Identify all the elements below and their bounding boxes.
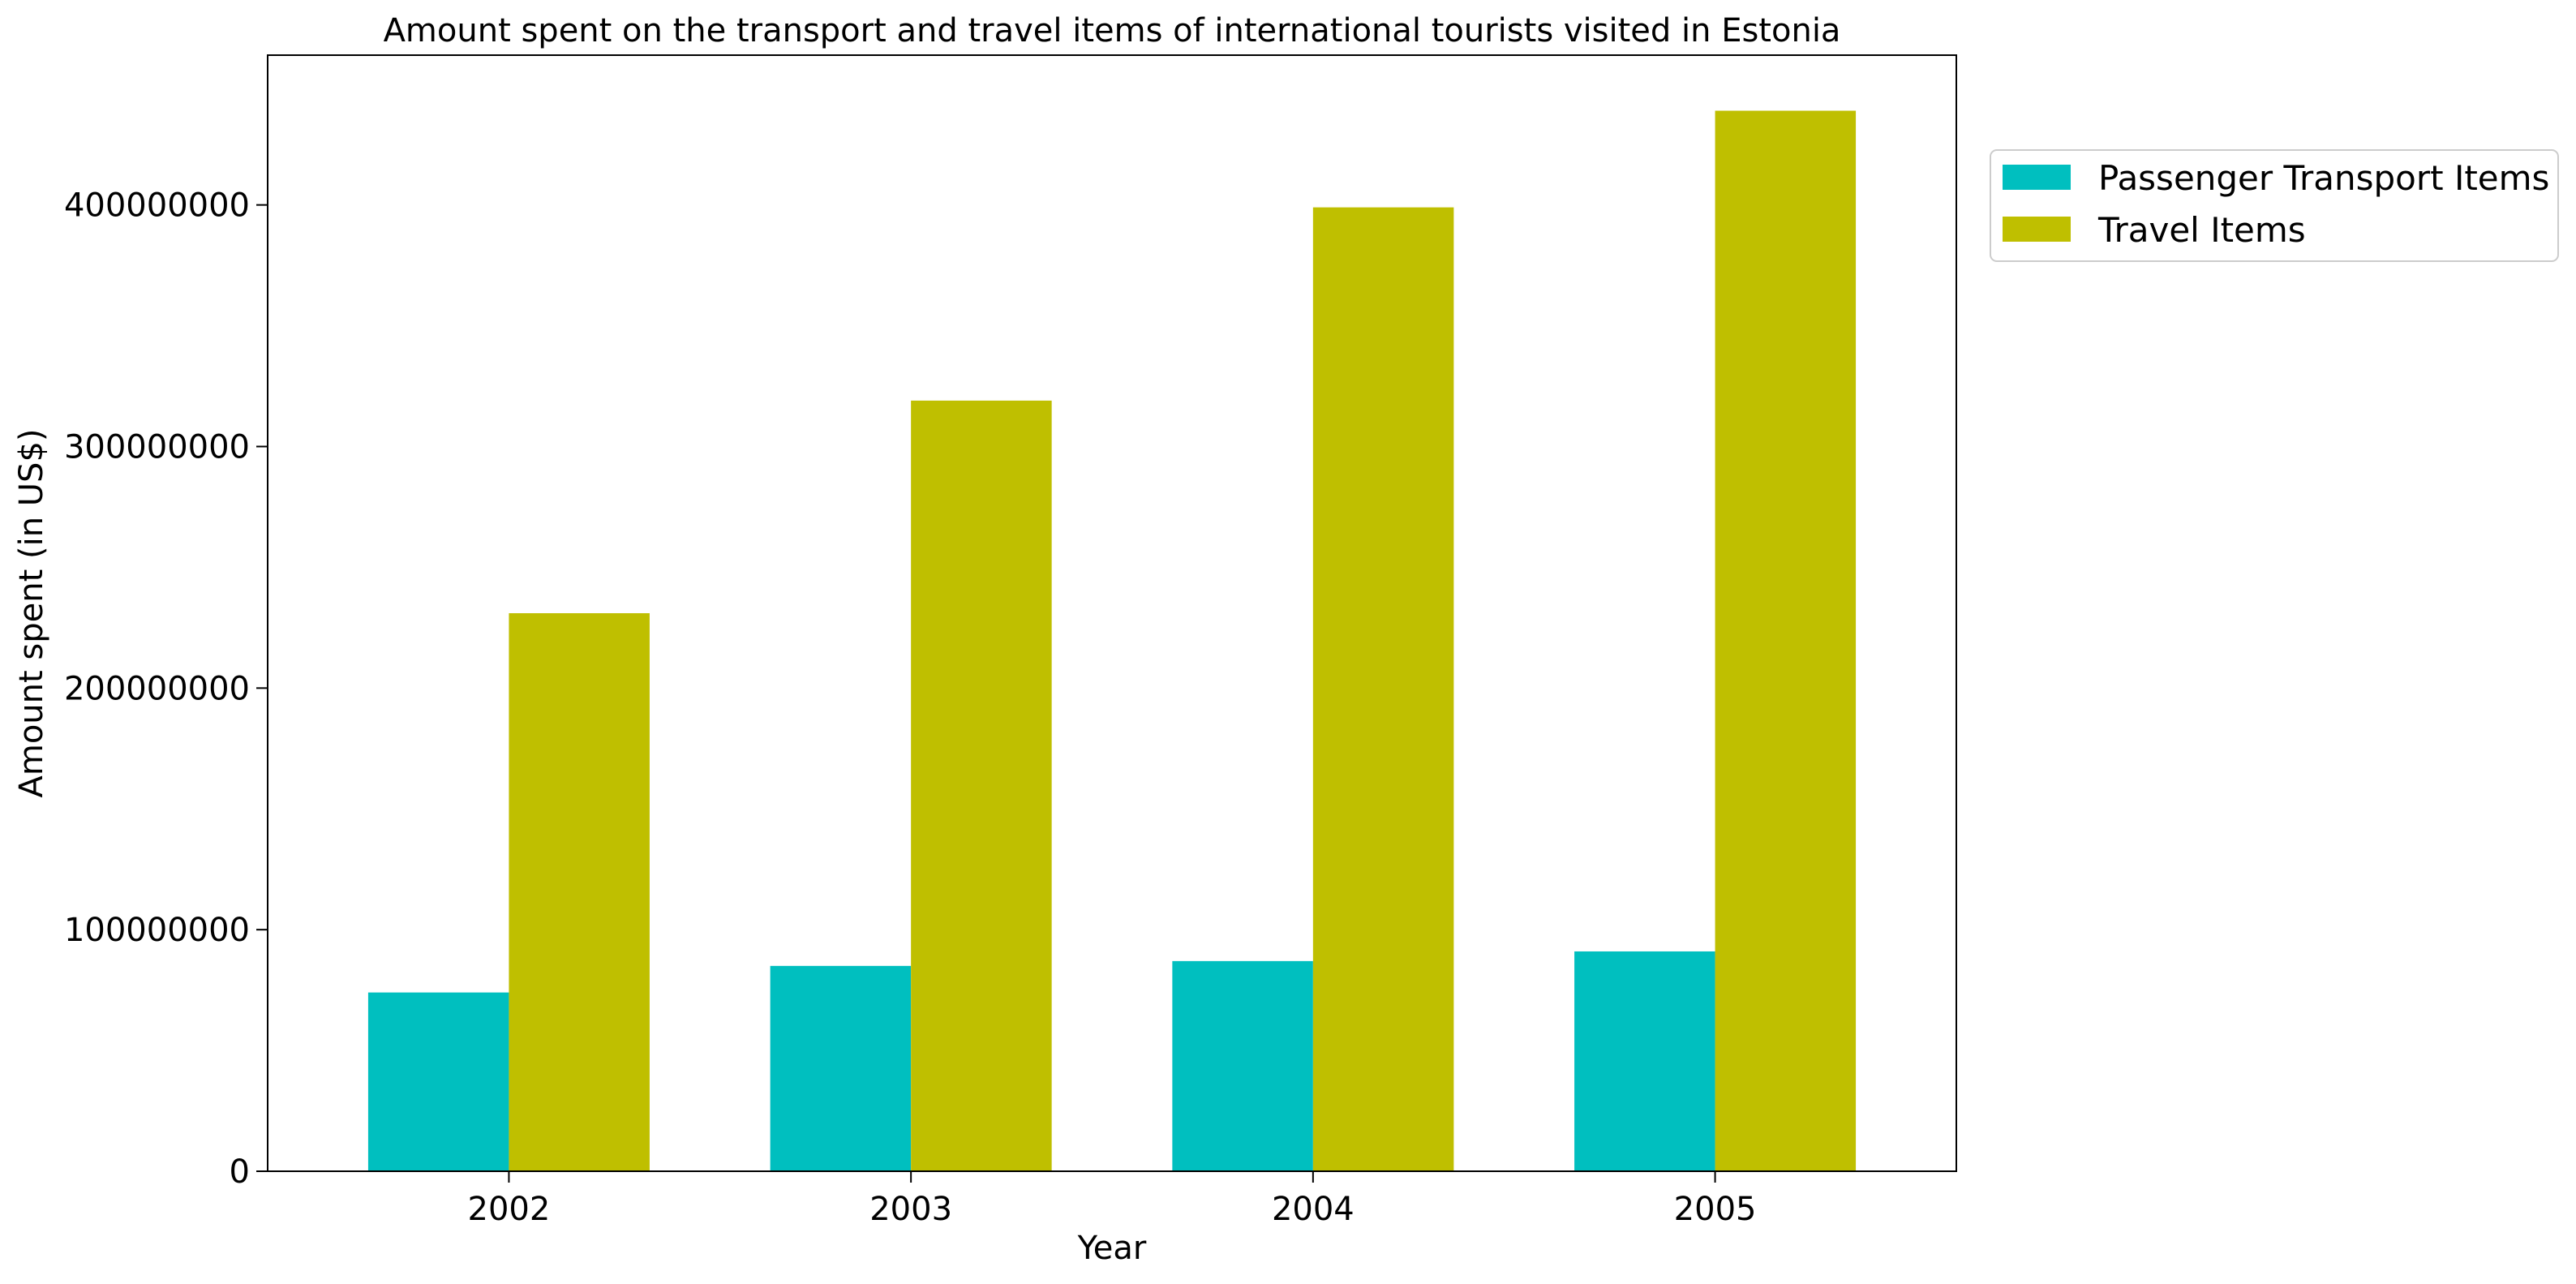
x-axis-ticks: 2002 2003 2004 2005 [468, 1171, 1757, 1228]
x-tick-label: 2005 [1674, 1191, 1757, 1228]
bar-series0-2002 [367, 992, 509, 1171]
bar-series0-2003 [770, 965, 912, 1171]
bar-series1-2003 [911, 400, 1052, 1171]
y-tick-label: 400000000 [64, 187, 250, 225]
bar-series1-2004 [1312, 207, 1454, 1171]
y-tick-label: 0 [230, 1153, 250, 1191]
legend[interactable]: Passenger Transport Items Travel Items [1990, 149, 2559, 262]
plot-frame [267, 54, 1957, 1172]
legend-label-1: Travel Items [2097, 210, 2306, 250]
x-tick-label: 2003 [869, 1191, 952, 1228]
legend-label-0: Passenger Transport Items [2098, 158, 2549, 198]
y-axis-ticks: 0 100000000 200000000 300000000 400000000 [64, 187, 268, 1191]
bar-series1-2005 [1715, 110, 1857, 1171]
legend-frame [1990, 149, 2559, 262]
x-tick-label: 2002 [468, 1191, 551, 1228]
legend-swatch-0 [2003, 165, 2071, 190]
bar-series1-2002 [509, 613, 650, 1171]
x-tick-label: 2004 [1272, 1191, 1355, 1228]
bar-series0-2004 [1172, 960, 1313, 1171]
y-tick-label: 200000000 [64, 670, 250, 707]
bar-series0-2005 [1574, 951, 1715, 1171]
chart-title: Amount spent on the transport and travel… [384, 12, 1841, 49]
bars-layer [367, 110, 1857, 1171]
y-axis-label: Amount spent (in US$) [13, 429, 50, 798]
y-tick-label: 300000000 [64, 428, 250, 466]
y-tick-label: 100000000 [64, 912, 250, 949]
legend-swatch-1 [2003, 217, 2071, 242]
x-axis-label: Year [1077, 1230, 1147, 1267]
legend-entries: Passenger Transport Items Travel Items [2003, 158, 2549, 250]
